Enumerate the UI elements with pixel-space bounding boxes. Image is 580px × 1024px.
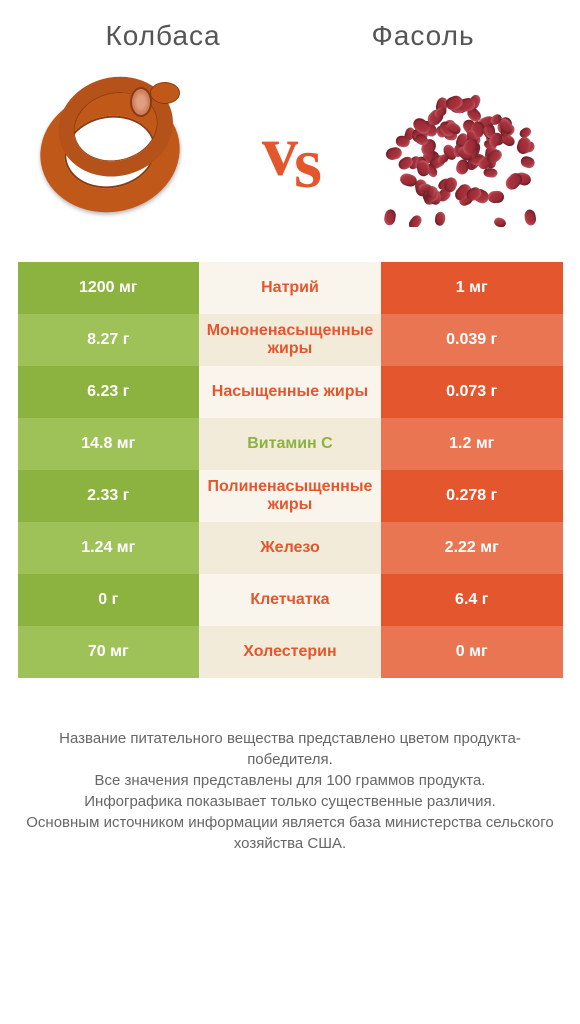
left-value: 1200 мг (18, 262, 200, 314)
left-value: 14.8 мг (18, 418, 200, 470)
images-row: vs (0, 62, 580, 262)
right-value: 1 мг (381, 262, 563, 314)
right-value: 6.4 г (381, 574, 563, 626)
footer-line: Инфографика показывает только существенн… (20, 791, 560, 812)
header: Колбаса Фасоль (0, 0, 580, 62)
vs-label: vs (262, 116, 318, 199)
left-value: 6.23 г (18, 366, 200, 418)
table-row: 14.8 мгВитамин C1.2 мг (18, 418, 563, 470)
right-value: 0.039 г (381, 314, 563, 366)
sausage-image (30, 72, 200, 242)
right-value: 1.2 мг (381, 418, 563, 470)
table-row: 1.24 мгЖелезо2.22 мг (18, 522, 563, 574)
right-value: 2.22 мг (381, 522, 563, 574)
title-left: Колбаса (105, 20, 220, 52)
comparison-table: 1200 мгНатрий1 мг8.27 гМононенасыщенные … (18, 262, 563, 678)
table-row: 2.33 гПолиненасыщенные жиры0.278 г (18, 470, 563, 522)
left-value: 8.27 г (18, 314, 200, 366)
left-value: 2.33 г (18, 470, 200, 522)
footer-line: Основным источником информации является … (20, 812, 560, 854)
table-row: 1200 мгНатрий1 мг (18, 262, 563, 314)
right-value: 0 мг (381, 626, 563, 678)
footer-line: Название питательного вещества представл… (20, 728, 560, 770)
table-row: 0 гКлетчатка6.4 г (18, 574, 563, 626)
nutrient-label: Насыщенные жиры (199, 366, 381, 418)
table-row: 8.27 гМононенасыщенные жиры0.039 г (18, 314, 563, 366)
left-value: 1.24 мг (18, 522, 200, 574)
footer-text: Название питательного вещества представл… (0, 678, 580, 874)
right-value: 0.073 г (381, 366, 563, 418)
footer-line: Все значения представлены для 100 граммо… (20, 770, 560, 791)
nutrient-label: Клетчатка (199, 574, 381, 626)
nutrient-label: Витамин C (199, 418, 381, 470)
left-value: 0 г (18, 574, 200, 626)
right-value: 0.278 г (381, 470, 563, 522)
table-row: 70 мгХолестерин0 мг (18, 626, 563, 678)
title-right: Фасоль (371, 20, 474, 52)
nutrient-label: Холестерин (199, 626, 381, 678)
table-row: 6.23 гНасыщенные жиры0.073 г (18, 366, 563, 418)
nutrient-label: Полиненасыщенные жиры (199, 470, 381, 522)
nutrient-label: Мононенасыщенные жиры (199, 314, 381, 366)
left-value: 70 мг (18, 626, 200, 678)
nutrient-label: Железо (199, 522, 381, 574)
beans-image (380, 72, 550, 242)
nutrient-label: Натрий (199, 262, 381, 314)
